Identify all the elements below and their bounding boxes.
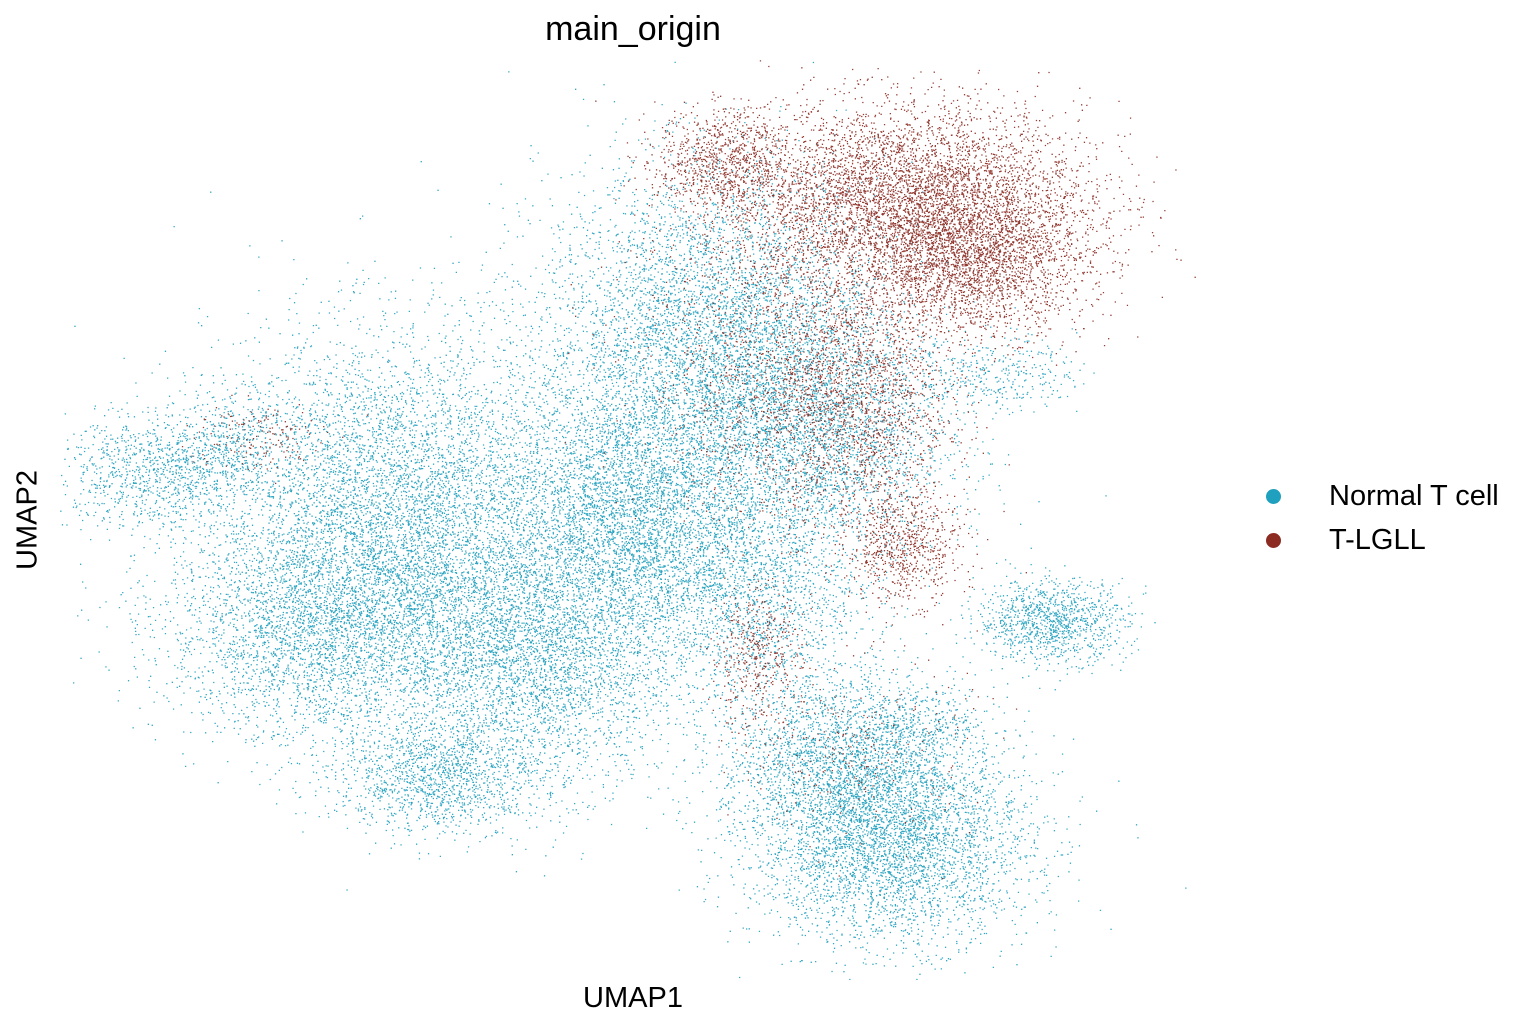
point-cluster-1-1 xyxy=(794,104,1178,388)
series-points-t-lgll xyxy=(181,60,1196,880)
point-cluster-0-4 xyxy=(420,61,1078,617)
point-cluster-0-5 xyxy=(581,205,1107,652)
legend-marker-t-lgll xyxy=(1266,532,1281,548)
point-cluster-1-2 xyxy=(615,94,820,228)
point-cluster-0-0 xyxy=(64,125,819,891)
point-cluster-0-12 xyxy=(886,324,1095,421)
umap-scatter-plot xyxy=(60,60,1196,980)
x-axis-label: UMAP1 xyxy=(583,982,683,1014)
legend: Normal T cell T-LGLL xyxy=(1260,474,1499,562)
point-cluster-0-7 xyxy=(678,624,1187,980)
point-cluster-0-8 xyxy=(642,593,1081,904)
point-cluster-1-0 xyxy=(595,60,1196,355)
legend-marker-normal-t-cell xyxy=(1266,488,1281,504)
point-cluster-1-5 xyxy=(700,545,812,781)
legend-item-t-lgll: T-LGLL xyxy=(1260,518,1499,562)
point-cluster-0-1 xyxy=(73,393,610,818)
point-cluster-0-9 xyxy=(938,559,1156,691)
point-cluster-0-10 xyxy=(60,382,337,556)
point-cluster-1-7 xyxy=(181,394,369,485)
point-cluster-0-6 xyxy=(437,234,836,730)
point-cluster-0-3 xyxy=(276,658,607,860)
point-cluster-1-6 xyxy=(564,129,1025,623)
legend-label-t-lgll: T-LGLL xyxy=(1329,523,1426,556)
point-cluster-1-3 xyxy=(703,168,1010,603)
legend-item-normal-t-cell: Normal T cell xyxy=(1260,474,1499,518)
plot-title: main_origin xyxy=(545,10,721,48)
point-cluster-1-4 xyxy=(825,470,1027,632)
y-axis-label: UMAP2 xyxy=(11,470,44,570)
series-points-normal-t-cell xyxy=(60,61,1187,980)
legend-label-normal-t-cell: Normal T cell xyxy=(1329,479,1499,512)
point-cluster-0-14 xyxy=(830,670,1075,779)
point-cluster-1-8 xyxy=(721,602,1018,880)
